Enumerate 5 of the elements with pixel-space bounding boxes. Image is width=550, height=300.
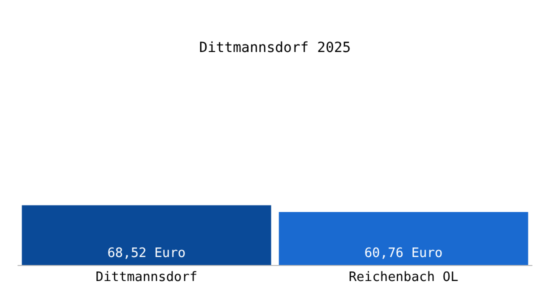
x-tick-label: Dittmannsdorf	[96, 270, 198, 285]
data-label: 60,76 Euro	[364, 246, 443, 261]
chart-title: Dittmannsdorf 2025	[199, 40, 351, 56]
x-tick-label: Reichenbach OL	[348, 270, 458, 285]
data-label: 68,52 Euro	[107, 246, 186, 261]
